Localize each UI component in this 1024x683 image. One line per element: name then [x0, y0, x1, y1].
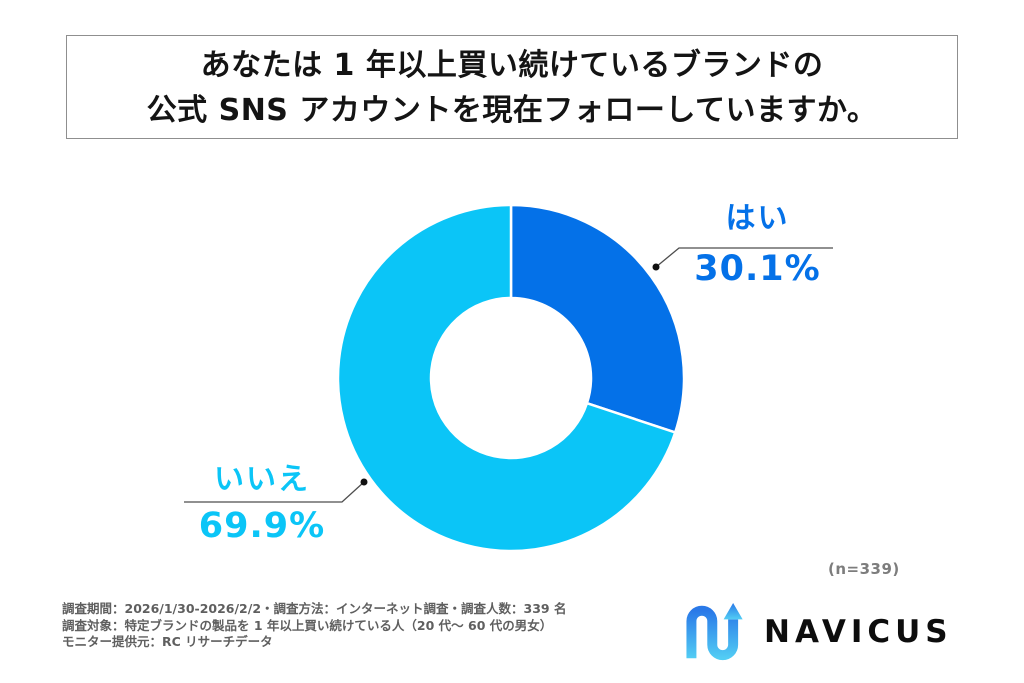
navicus-logo: NAVICUS [686, 599, 953, 665]
navicus-logo-text: NAVICUS [764, 614, 953, 650]
leader-line-no [184, 481, 365, 503]
footnote-period-method: 調査期間：2026/1/30-2026/2/2・調査方法：インターネット調査・調… [62, 601, 567, 616]
sample-size-note: (n=339) [828, 560, 900, 578]
slice-label-yes-name: はい [725, 201, 790, 236]
leader-lines [184, 247, 833, 503]
leader-line-yes [655, 247, 833, 268]
donut-slice-1 [336, 203, 677, 553]
survey-question-box: あなたは 1 年以上買い続けているブランドの 公式 SNS アカウントを現在フォ… [66, 35, 958, 139]
leader-dot-no [360, 478, 368, 486]
donut-slice-0 [509, 203, 686, 434]
slice-label-no-name: いいえ [214, 462, 310, 497]
donut-slices [336, 203, 686, 553]
slice-label-no: いいえ 69.9% [178, 462, 346, 546]
slice-label-yes: はい 30.1% [690, 201, 825, 289]
leader-dot-yes [652, 263, 660, 271]
footnote-monitor-source: モニター提供元：RC リサーチデータ [62, 634, 273, 649]
survey-footnotes: 調査期間：2026/1/30-2026/2/2・調査方法：インターネット調査・調… [62, 601, 622, 651]
footnote-target: 調査対象：特定ブランドの製品を 1 年以上買い続けている人（20 代〜 60 代… [62, 617, 553, 633]
survey-question-line2: 公式 SNS アカウントを現在フォローしていますか。 [146, 93, 878, 128]
slice-label-no-percent: 69.9% [198, 506, 326, 546]
slice-label-yes-percent: 30.1% [694, 249, 821, 289]
n-curve-up-arrow-icon [686, 603, 743, 661]
survey-question-line1: あなたは 1 年以上買い続けているブランドの [200, 48, 824, 83]
